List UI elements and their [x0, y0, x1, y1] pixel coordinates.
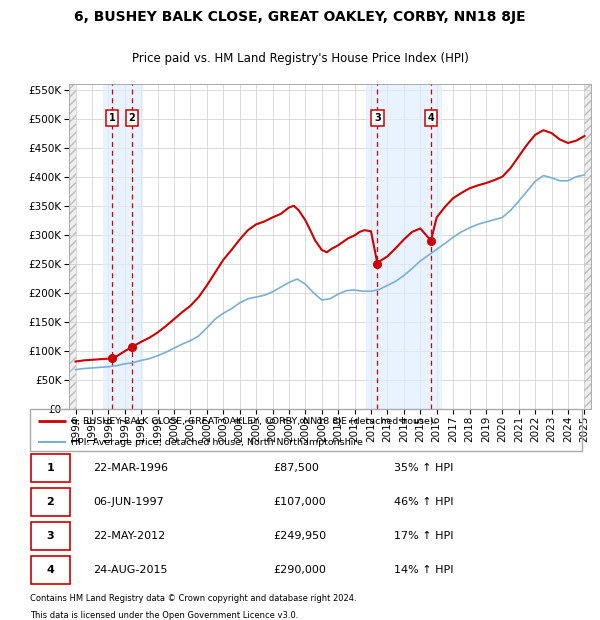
Text: 6, BUSHEY BALK CLOSE, GREAT OAKLEY, CORBY, NN18 8JE (detached house): 6, BUSHEY BALK CLOSE, GREAT OAKLEY, CORB…: [71, 417, 434, 425]
Text: 22-MAY-2012: 22-MAY-2012: [94, 531, 166, 541]
Text: 2: 2: [47, 497, 54, 507]
Text: 4: 4: [428, 113, 434, 123]
Text: £87,500: £87,500: [273, 463, 319, 473]
Text: 1: 1: [109, 113, 115, 123]
Text: 17% ↑ HPI: 17% ↑ HPI: [394, 531, 454, 541]
Text: £107,000: £107,000: [273, 497, 326, 507]
Bar: [31, 522, 70, 551]
Text: £249,950: £249,950: [273, 531, 326, 541]
Bar: [69, 84, 76, 409]
Text: HPI: Average price, detached house, North Northamptonshire: HPI: Average price, detached house, Nort…: [71, 438, 363, 446]
Text: 46% ↑ HPI: 46% ↑ HPI: [394, 497, 454, 507]
Text: 2: 2: [128, 113, 136, 123]
Bar: [31, 454, 70, 482]
Text: 22-MAR-1996: 22-MAR-1996: [94, 463, 169, 473]
Text: £290,000: £290,000: [273, 565, 326, 575]
Text: 06-JUN-1997: 06-JUN-1997: [94, 497, 164, 507]
Bar: [584, 84, 591, 409]
Text: 14% ↑ HPI: 14% ↑ HPI: [394, 565, 454, 575]
Text: Contains HM Land Registry data © Crown copyright and database right 2024.: Contains HM Land Registry data © Crown c…: [30, 594, 356, 603]
Text: Price paid vs. HM Land Registry's House Price Index (HPI): Price paid vs. HM Land Registry's House …: [131, 52, 469, 65]
Text: This data is licensed under the Open Government Licence v3.0.: This data is licensed under the Open Gov…: [30, 611, 298, 620]
Bar: [103, 84, 143, 409]
Text: 24-AUG-2015: 24-AUG-2015: [94, 565, 168, 575]
Text: 3: 3: [47, 531, 54, 541]
Text: 6, BUSHEY BALK CLOSE, GREAT OAKLEY, CORBY, NN18 8JE: 6, BUSHEY BALK CLOSE, GREAT OAKLEY, CORB…: [74, 10, 526, 24]
Bar: [366, 84, 442, 409]
Text: 4: 4: [46, 565, 55, 575]
Text: 1: 1: [47, 463, 54, 473]
Bar: [31, 556, 70, 585]
Text: 3: 3: [374, 113, 381, 123]
Text: 35% ↑ HPI: 35% ↑ HPI: [394, 463, 454, 473]
Bar: [31, 488, 70, 516]
